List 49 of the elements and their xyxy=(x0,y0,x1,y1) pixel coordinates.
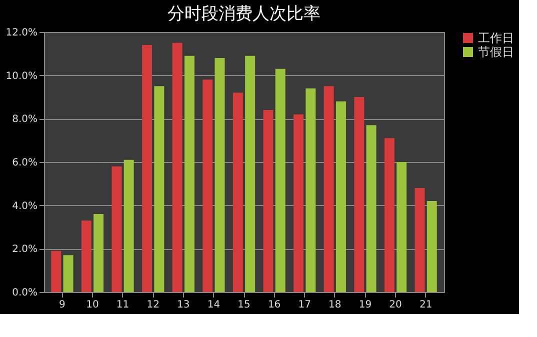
bar xyxy=(94,214,104,292)
x-tick-label: 20 xyxy=(389,300,402,310)
bar xyxy=(263,110,274,292)
chart-title: 分时段消费人次比率 xyxy=(168,4,320,24)
bar xyxy=(414,188,425,292)
x-tick-label: 9 xyxy=(58,300,66,310)
bar xyxy=(124,160,134,292)
bar xyxy=(154,86,164,292)
y-tick-label: 2.0% xyxy=(12,244,38,256)
bar xyxy=(51,250,62,292)
bar xyxy=(63,255,74,292)
x-tick-label: 13 xyxy=(177,300,190,310)
x-tick-label: 11 xyxy=(116,300,130,310)
bar xyxy=(112,166,122,292)
bar xyxy=(384,138,394,292)
bar xyxy=(306,88,316,292)
x-tick-label: 18 xyxy=(328,300,342,310)
bar xyxy=(202,80,213,292)
bar xyxy=(426,201,437,292)
y-tick-label: 8.0% xyxy=(12,114,38,126)
y-tick-label: 6.0% xyxy=(12,158,38,168)
x-tick-label: 10 xyxy=(86,300,99,310)
bar xyxy=(366,125,376,292)
bar xyxy=(214,58,225,292)
bar xyxy=(232,92,243,292)
x-tick-label: 12 xyxy=(146,300,160,310)
bar xyxy=(184,56,194,292)
x-tick-label: 14 xyxy=(207,300,220,310)
x-tick-label: 19 xyxy=(358,300,372,310)
bar xyxy=(396,162,407,292)
y-tick-label: 0.0% xyxy=(12,288,38,298)
x-tick-label: 15 xyxy=(238,300,250,310)
y-tick-label: 4.0% xyxy=(12,200,38,212)
x-tick-label: 21 xyxy=(419,300,432,310)
x-tick-label: 16 xyxy=(268,300,281,310)
legend-label: 工作日 xyxy=(478,31,514,45)
bar xyxy=(324,86,334,292)
bar xyxy=(354,97,364,292)
y-tick-label: 12.0% xyxy=(6,28,38,38)
bar xyxy=(336,101,346,292)
bar xyxy=(172,42,182,292)
legend-label: 节假日 xyxy=(478,45,514,59)
bar xyxy=(275,68,286,292)
bar xyxy=(142,45,152,292)
x-tick-label: 17 xyxy=(298,300,311,310)
bar xyxy=(81,220,92,292)
y-tick-label: 10.0% xyxy=(6,70,38,82)
bar xyxy=(245,56,256,292)
bar xyxy=(294,114,304,292)
